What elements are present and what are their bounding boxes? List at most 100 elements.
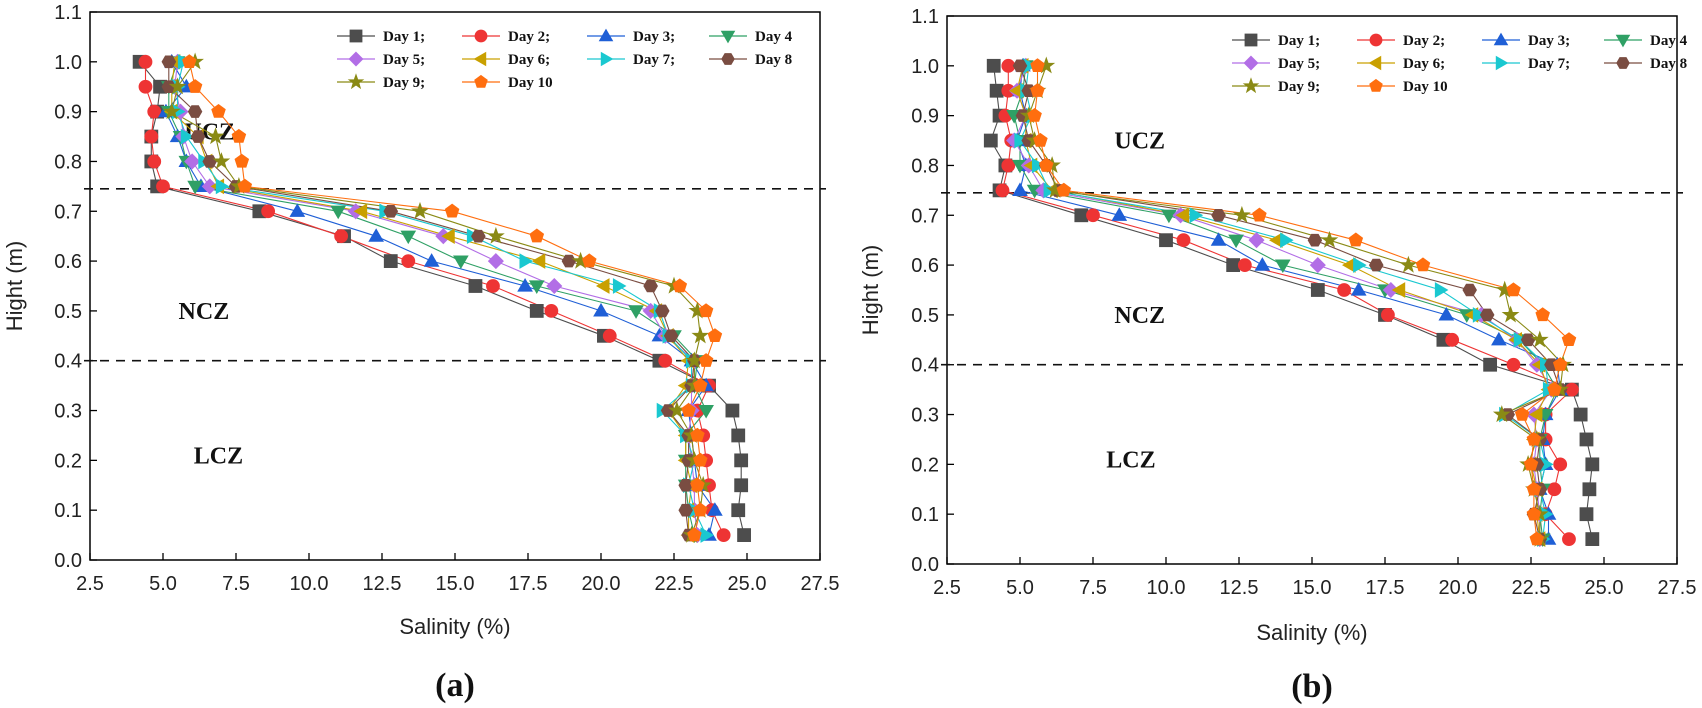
data-point-day-1 <box>1582 482 1597 497</box>
data-point-day-8 <box>678 503 693 517</box>
legend-marker <box>720 30 736 44</box>
legend-label: Day 1; <box>383 29 425 45</box>
data-point-day-10 <box>182 54 197 68</box>
legend-marker <box>1368 55 1382 71</box>
legend-marker <box>1244 33 1258 47</box>
data-point-day-2 <box>544 304 559 318</box>
data-point-day-1 <box>468 279 483 293</box>
x-tick-label: 20.0 <box>1439 577 1478 599</box>
x-tick-label: 2.5 <box>76 573 104 595</box>
x-tick-label: 7.5 <box>222 573 250 595</box>
data-point-day-2 <box>1381 308 1395 322</box>
legend-label: Day 9; <box>383 75 425 91</box>
legend-marker <box>349 29 363 43</box>
data-point-day-1 <box>725 403 740 418</box>
legend-label: Day 2; <box>1403 33 1445 49</box>
zone-label-ncz: NCZ <box>179 299 230 325</box>
legend-item-day-8: Day 8 <box>1604 56 1687 72</box>
data-point-day-6 <box>1528 406 1543 423</box>
x-tick-label: 17.5 <box>509 573 548 595</box>
data-point-day-10 <box>1526 506 1542 521</box>
legend-item-day-7: Day 7; <box>1482 55 1570 72</box>
series-line-day-5 <box>1013 65 1553 540</box>
x-tick-label: 25.0 <box>1585 577 1624 599</box>
data-point-day-10 <box>1030 58 1045 72</box>
data-point-day-10 <box>187 79 203 93</box>
data-point-day-3 <box>368 228 385 242</box>
data-point-day-4 <box>330 205 347 220</box>
y-tick-label: 0.3 <box>54 401 82 423</box>
data-point-day-7 <box>180 128 195 145</box>
series-line-day-3 <box>165 61 716 536</box>
series-markers-a <box>132 52 751 544</box>
y-tick-label: 1.1 <box>911 6 939 28</box>
data-point-day-3 <box>289 203 306 217</box>
data-point-day-3 <box>707 502 723 516</box>
legend-marker <box>474 29 488 43</box>
legend-item-day-1: Day 1; <box>337 29 425 45</box>
data-point-day-10 <box>211 104 226 118</box>
data-point-day-2 <box>602 328 617 343</box>
data-point-day-5 <box>487 253 504 270</box>
x-tick-label: 27.5 <box>1658 577 1697 599</box>
data-point-day-1 <box>989 83 1004 98</box>
data-point-day-3 <box>1491 331 1507 346</box>
data-point-day-9 <box>411 201 429 219</box>
data-point-day-9 <box>1530 330 1549 348</box>
y-tick-label: 0.3 <box>911 405 939 427</box>
legend-item-day-5: Day 5; <box>337 51 425 68</box>
data-point-day-8 <box>471 229 486 243</box>
legend-marker <box>1493 32 1509 46</box>
data-point-day-3 <box>517 278 533 292</box>
data-point-day-8 <box>561 254 577 268</box>
x-tick-label: 27.5 <box>801 573 840 595</box>
data-point-day-10 <box>1033 132 1048 147</box>
data-point-day-9 <box>168 77 187 95</box>
data-point-day-2 <box>334 229 349 244</box>
data-point-day-10 <box>672 278 688 293</box>
y-tick-label: 0.0 <box>54 550 82 572</box>
legend-b: Day 1; Day 2; Day 3; Day 4 Day 5; Day 6; Day 7… <box>1232 32 1688 95</box>
data-point-day-5 <box>201 178 218 195</box>
legend-item-day-4: Day 4 <box>1604 33 1688 49</box>
data-point-day-9 <box>1399 255 1418 273</box>
y-tick-label: 0.7 <box>54 201 82 223</box>
legend-label: Day 8 <box>1650 56 1687 72</box>
data-point-day-4 <box>1161 209 1177 224</box>
legend-label: Day 4 <box>1650 33 1688 49</box>
legend-label: Day 9; <box>1278 79 1320 95</box>
data-point-day-3 <box>593 302 609 317</box>
data-point-day-9 <box>1320 230 1339 248</box>
data-point-day-2 <box>1001 158 1016 173</box>
data-point-day-6 <box>1391 282 1406 298</box>
data-point-day-10 <box>1535 307 1550 322</box>
y-tick-label: 0.7 <box>911 205 939 227</box>
x-tick-label: 15.0 <box>436 573 475 595</box>
data-point-day-1 <box>1226 258 1241 272</box>
data-point-day-10 <box>707 328 723 343</box>
data-point-day-2 <box>1176 233 1191 248</box>
y-tick-label: 0.9 <box>911 106 939 128</box>
data-point-day-10 <box>444 203 460 218</box>
series-line-day-2 <box>1001 65 1573 540</box>
x-tick-label: 5.0 <box>1006 577 1034 599</box>
data-point-day-7 <box>1513 331 1528 348</box>
data-point-day-8 <box>1462 283 1477 297</box>
legend-label: Day 10 <box>1403 79 1448 95</box>
legend-item-day-6: Day 6; <box>462 51 550 68</box>
legend-marker <box>598 28 614 42</box>
data-point-day-4 <box>187 180 203 195</box>
x-tick-label: 2.5 <box>933 577 961 599</box>
data-point-day-1 <box>1074 208 1089 223</box>
y-tick-label: 0.5 <box>911 305 939 327</box>
y-tick-label: 1.0 <box>54 52 82 74</box>
ticks-a: 2.5 5.0 7.5 10.0 12.5 15.0 17.5 20.0 22.5 25.0 27.… <box>54 2 839 595</box>
x-tick-label: 7.5 <box>1079 577 1107 599</box>
x-tick-label: 10.0 <box>290 573 329 595</box>
data-point-day-8 <box>1307 233 1323 247</box>
panel-a: 2.5 5.0 7.5 10.0 12.5 15.0 17.5 20.0 22.5 25.0 27.… <box>2 2 839 704</box>
data-point-day-5 <box>546 277 563 295</box>
series-line-day-8 <box>168 61 695 536</box>
data-point-day-1 <box>1573 407 1588 422</box>
